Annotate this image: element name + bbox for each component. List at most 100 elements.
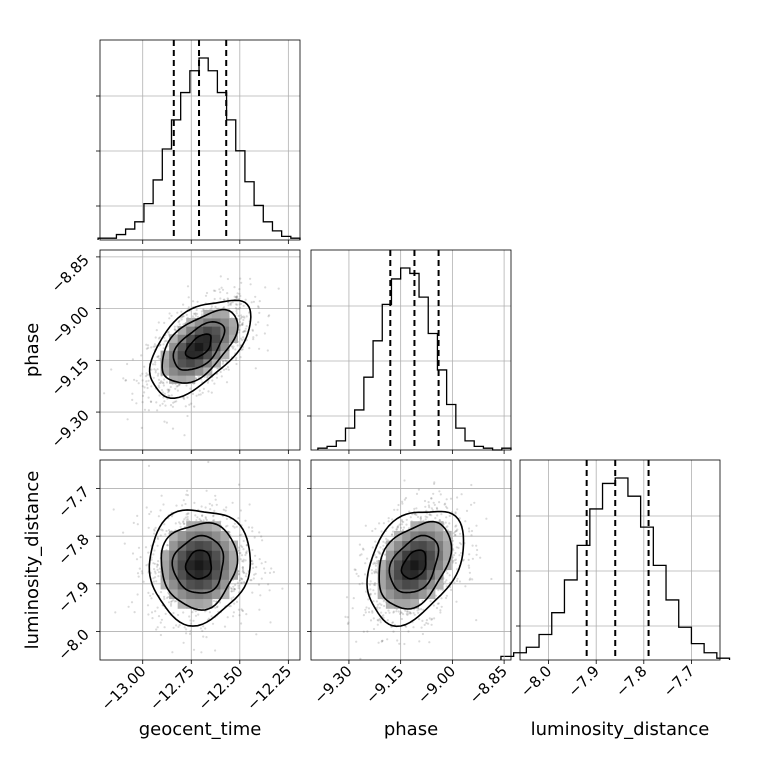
sample-point [185, 493, 188, 496]
sample-point [452, 554, 456, 557]
density-bin [186, 540, 196, 551]
sample-point [155, 628, 158, 631]
sample-point [444, 580, 447, 584]
sample-point [237, 314, 240, 317]
density-bin [410, 579, 420, 590]
density-bin [434, 540, 444, 551]
sample-point [400, 518, 403, 522]
xaxis-label-luminosity_distance: luminosity_distance [531, 719, 710, 740]
sample-point [175, 504, 178, 507]
sample-point [400, 523, 404, 526]
sample-point [390, 625, 393, 629]
sample-point [479, 556, 482, 559]
sample-point [416, 609, 419, 612]
sample-point [178, 624, 181, 627]
contour-line [171, 534, 225, 594]
density-bin [160, 366, 170, 376]
sample-point [250, 301, 253, 304]
sample-point [369, 592, 372, 596]
sample-point [430, 618, 433, 621]
sample-point [397, 610, 400, 613]
sample-point [216, 605, 219, 608]
panel-phase-histogram [307, 249, 512, 454]
density-bin [177, 530, 187, 542]
sample-point [231, 301, 234, 304]
sample-point [251, 591, 254, 594]
density-bin [434, 569, 444, 580]
density-bin [203, 579, 213, 590]
sample-point [188, 403, 191, 406]
sample-point [257, 306, 260, 309]
sample-point [232, 525, 235, 528]
sample-point [258, 347, 261, 350]
sample-point [205, 518, 208, 522]
density-bin [169, 358, 179, 368]
sample-point [346, 616, 349, 619]
density-bin [177, 579, 187, 590]
sample-point [241, 322, 244, 326]
sample-point [150, 400, 153, 403]
sample-point [166, 388, 169, 391]
sample-point [122, 377, 125, 380]
sample-point [375, 556, 378, 559]
sample-point [251, 548, 254, 552]
sample-point [245, 544, 248, 547]
sample-point [210, 391, 213, 394]
contour-line [388, 534, 440, 594]
sample-point [444, 521, 447, 524]
sample-point [264, 286, 267, 289]
sample-point [145, 564, 148, 567]
sample-point [222, 368, 226, 371]
sample-point [204, 506, 207, 509]
sample-point [167, 595, 170, 599]
sample-point [199, 393, 202, 396]
sample-point [188, 615, 191, 618]
sample-point [163, 340, 166, 343]
sample-point [434, 594, 438, 597]
sample-point [157, 615, 161, 618]
sample-point [232, 596, 235, 599]
sample-point [375, 600, 378, 603]
sample-point [392, 611, 395, 614]
density-bin [177, 350, 187, 360]
density-bin [385, 598, 395, 609]
sample-point [191, 315, 195, 318]
sample-point [171, 427, 175, 430]
sample-point [443, 503, 446, 506]
sample-point [368, 611, 371, 614]
sample-point [229, 605, 232, 608]
sample-point [196, 315, 199, 318]
sample-point [420, 626, 423, 629]
sample-point [467, 564, 470, 567]
density-bin [426, 569, 436, 580]
sample-point [377, 550, 380, 553]
sample-point [240, 544, 243, 547]
sample-point [390, 533, 393, 536]
sample-point [446, 507, 449, 510]
sample-point [257, 305, 260, 308]
sample-point [154, 526, 157, 530]
sample-point [167, 529, 171, 532]
sample-point [241, 348, 244, 351]
sample-point [368, 583, 372, 586]
sample-point [174, 387, 177, 390]
sample-point [182, 521, 185, 524]
density-bin [434, 559, 444, 571]
sample-point [160, 494, 163, 497]
sample-point [415, 492, 419, 495]
sample-point [242, 571, 245, 574]
sample-point [439, 611, 442, 614]
sample-point [167, 388, 170, 391]
sample-point [239, 509, 242, 512]
sample-point [440, 513, 443, 516]
sample-point [167, 394, 170, 397]
sample-point [222, 360, 225, 363]
sample-point [245, 552, 248, 555]
sample-point [455, 579, 459, 583]
density-bin [211, 569, 221, 580]
sample-point [382, 540, 385, 543]
sample-point [173, 328, 176, 331]
histogram-geocent_time [97, 57, 301, 240]
sample-point [173, 600, 176, 603]
sample-point [238, 292, 241, 295]
